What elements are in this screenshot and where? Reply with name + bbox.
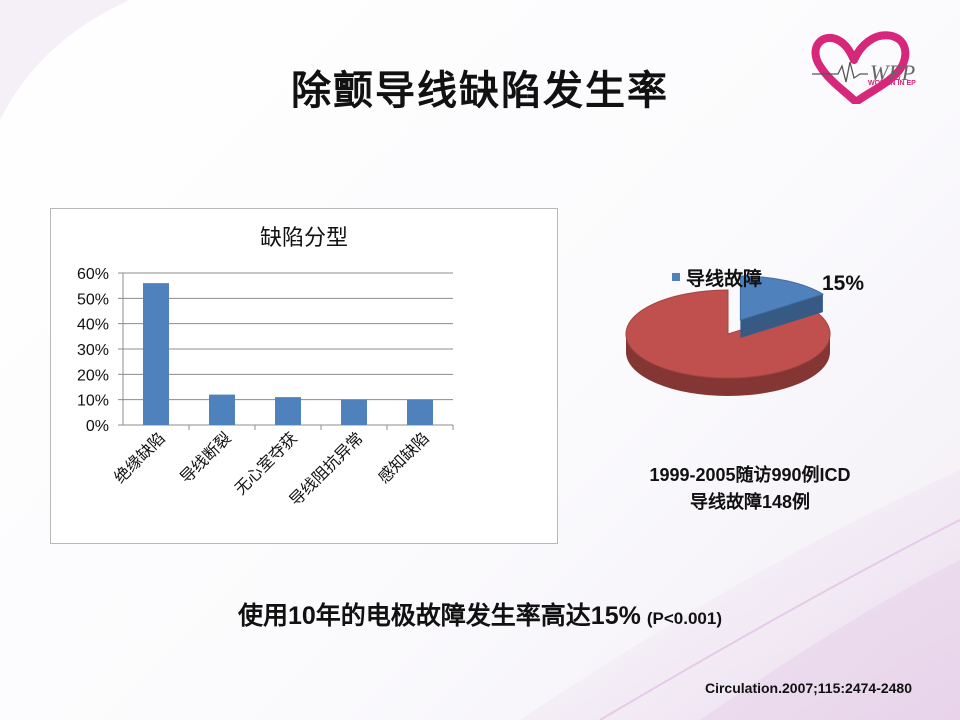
y-tick-label: 30% bbox=[77, 342, 109, 359]
slide-title: 除颤导线缺陷发生率 bbox=[291, 69, 669, 113]
pie-slice-group bbox=[739, 275, 825, 338]
y-tick-label: 50% bbox=[77, 291, 109, 308]
y-tick-label: 0% bbox=[86, 418, 109, 435]
headline: 使用10年的电极故障发生率高达15% (P<0.001) bbox=[0, 596, 960, 632]
legend-label: 导线故障 bbox=[686, 267, 762, 290]
x-tick-label: 绝缘缺陷 bbox=[110, 428, 169, 487]
pie-slice-side bbox=[740, 294, 823, 338]
pie-slice bbox=[739, 275, 825, 321]
pie-caption-line2: 导线故障148例 bbox=[689, 492, 811, 512]
citation: Circulation.2007;115:2474-2480 bbox=[704, 680, 912, 696]
legend-swatch bbox=[672, 273, 680, 281]
y-tick-label: 40% bbox=[77, 317, 109, 334]
pie-chart: 导线故障 15% bbox=[625, 267, 864, 396]
headline-p-value: (P<0.001) bbox=[646, 609, 722, 628]
pie-data-label: 15% bbox=[822, 272, 864, 295]
bar-chart-title: 缺陷分型 bbox=[260, 226, 348, 251]
bar bbox=[341, 399, 367, 425]
y-tick-label: 60% bbox=[77, 266, 109, 283]
headline-text: 使用10年的电极故障发生率高达15% bbox=[238, 602, 641, 630]
pie-slice-side bbox=[626, 334, 830, 396]
svg-text:WEP: WEP bbox=[870, 60, 915, 85]
bar bbox=[209, 394, 235, 425]
y-tick-label: 10% bbox=[77, 393, 109, 410]
x-tick-label: 无心室夺获 bbox=[231, 428, 301, 498]
x-tick-label: 导线断裂 bbox=[176, 428, 235, 487]
women-in-ep-logo: WEP bbox=[811, 31, 915, 104]
logo-caption: WOMEN IN EP bbox=[868, 80, 916, 87]
bar bbox=[275, 397, 301, 425]
bar bbox=[407, 399, 433, 425]
x-tick-label: 感知缺陷 bbox=[374, 428, 433, 487]
y-tick-label: 20% bbox=[77, 367, 109, 384]
bar bbox=[143, 283, 169, 425]
pie-caption: 1999-2005随访990例ICD 导线故障148例 bbox=[590, 462, 910, 516]
bar-chart-panel: 缺陷分型 0% 10% 20% 30% 40% 50% 60% 绝缘缺陷 导线断裂 无心室夺获 导线阻… bbox=[50, 208, 558, 544]
pie-caption-line1: 1999-2005随访990例ICD bbox=[649, 465, 851, 485]
pie-slice bbox=[625, 289, 831, 379]
